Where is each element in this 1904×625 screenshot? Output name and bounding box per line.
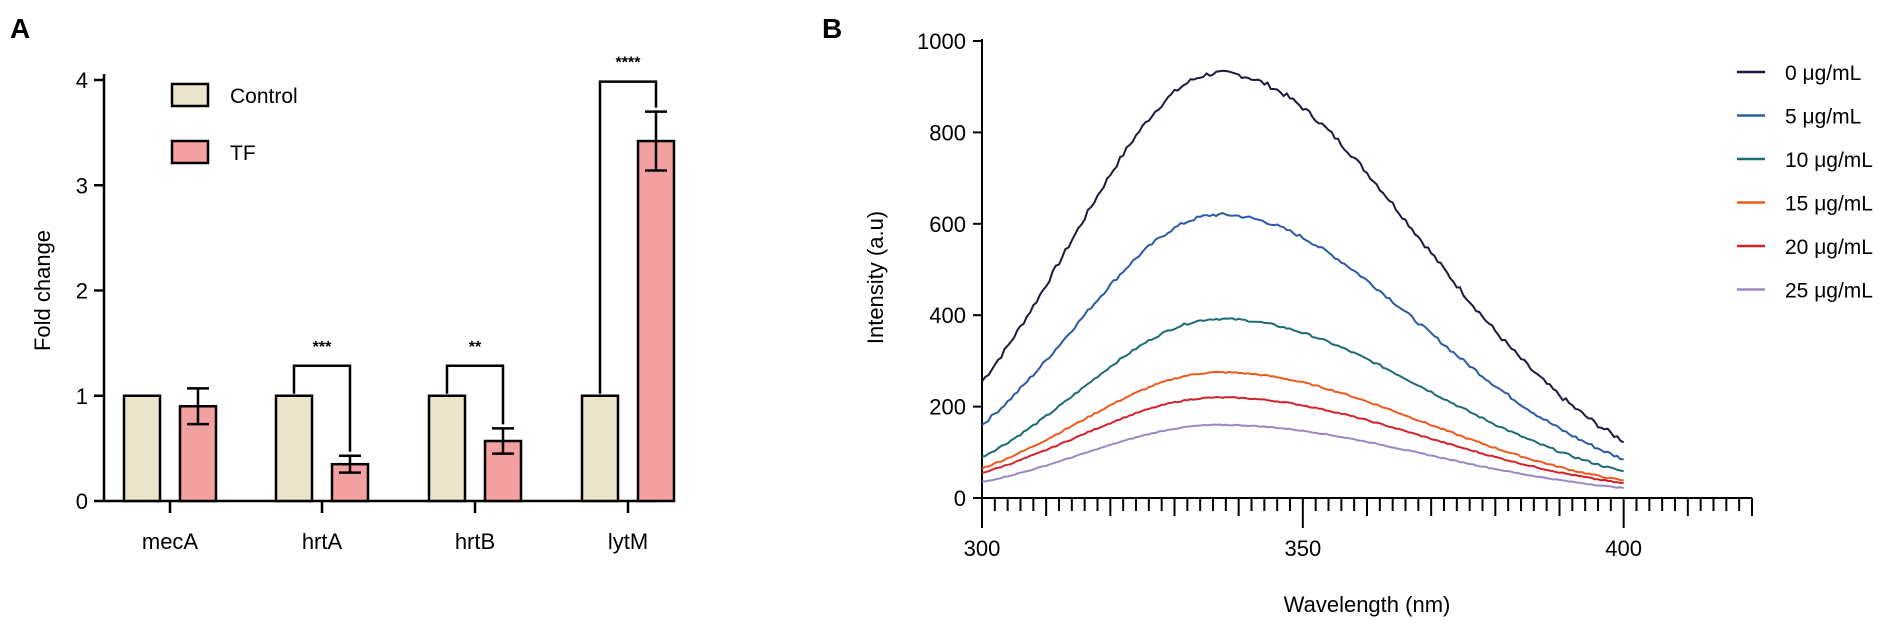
panel-a-bars <box>122 110 676 503</box>
panel-a-label: A <box>10 13 30 44</box>
legend-label: 15 μg/mL <box>1785 193 1873 216</box>
panel-a-axes: 0 1 2 3 4 Fold change mecA hrtA hrtB lytM <box>30 68 657 554</box>
y-tick-label: 1000 <box>917 29 966 54</box>
y-tick-label: 3 <box>76 173 88 198</box>
bar-control <box>274 394 314 503</box>
panel-a-legend: Control TF <box>170 82 298 165</box>
panel-b-legend: 0 μg/mL 5 μg/mL 10 μg/mL 15 μg/mL 20 μg/mL 25… <box>1737 62 1873 303</box>
legend-label: TF <box>230 142 256 165</box>
spectrum-line <box>981 370 1624 482</box>
panel-b-line-chart: B 0 200 400 600 800 1000 300 350 400 Wavelength (… <box>822 13 1873 617</box>
y-tick-label: 4 <box>76 68 88 93</box>
y-axis-label: Fold change <box>30 230 55 351</box>
bar-control <box>122 394 162 503</box>
y-axis-label: Intensity (a.u) <box>863 211 888 344</box>
spectrum-line <box>981 423 1624 490</box>
x-tick-label: mecA <box>142 529 199 554</box>
y-tick-label: 1 <box>76 384 88 409</box>
legend-label: 20 μg/mL <box>1785 236 1873 259</box>
legend-label: 25 μg/mL <box>1785 280 1873 303</box>
x-axis-label: Wavelength (nm) <box>1284 592 1451 617</box>
panel-a-significance: *** ****** <box>292 55 658 452</box>
legend-swatch <box>170 82 210 108</box>
x-tick-label: 350 <box>1284 536 1321 561</box>
panel-b-label: B <box>822 13 842 44</box>
significance-bracket <box>445 364 505 425</box>
y-tick-label: 800 <box>929 120 966 145</box>
legend-label: 0 μg/mL <box>1785 62 1861 85</box>
x-tick-label: 400 <box>1605 536 1642 561</box>
bar-control <box>580 394 620 503</box>
spectrum-line <box>981 317 1624 473</box>
legend-label: Control <box>230 85 298 108</box>
y-tick-label: 600 <box>929 212 966 237</box>
x-tick-label: lytM <box>608 529 648 554</box>
panel-b-axes: 0 200 400 600 800 1000 300 350 400 Wavelength (nm… <box>863 29 1753 617</box>
bar-tf <box>483 439 523 503</box>
y-tick-label: 400 <box>929 303 966 328</box>
x-tick-label: 300 <box>964 536 1001 561</box>
y-tick-label: 0 <box>954 486 966 511</box>
significance-bracket <box>292 364 352 452</box>
significance-bracket <box>598 80 658 394</box>
legend-swatch <box>170 139 210 165</box>
legend-label: 5 μg/mL <box>1785 106 1861 129</box>
x-tick-label: hrtB <box>455 529 495 554</box>
significance-label: *** <box>313 339 332 356</box>
y-tick-label: 2 <box>76 279 88 304</box>
y-tick-label: 0 <box>76 489 88 514</box>
bar-control <box>427 394 467 503</box>
significance-label: ** <box>469 339 482 356</box>
y-tick-label: 200 <box>929 395 966 420</box>
bar-tf <box>636 139 676 503</box>
significance-label: **** <box>616 55 642 72</box>
panel-b-lines <box>981 69 1625 490</box>
legend-label: 10 μg/mL <box>1785 149 1873 172</box>
x-tick-label: hrtA <box>302 529 343 554</box>
spectrum-line <box>981 212 1624 461</box>
spectrum-line <box>981 69 1625 444</box>
spectrum-line <box>981 395 1624 485</box>
